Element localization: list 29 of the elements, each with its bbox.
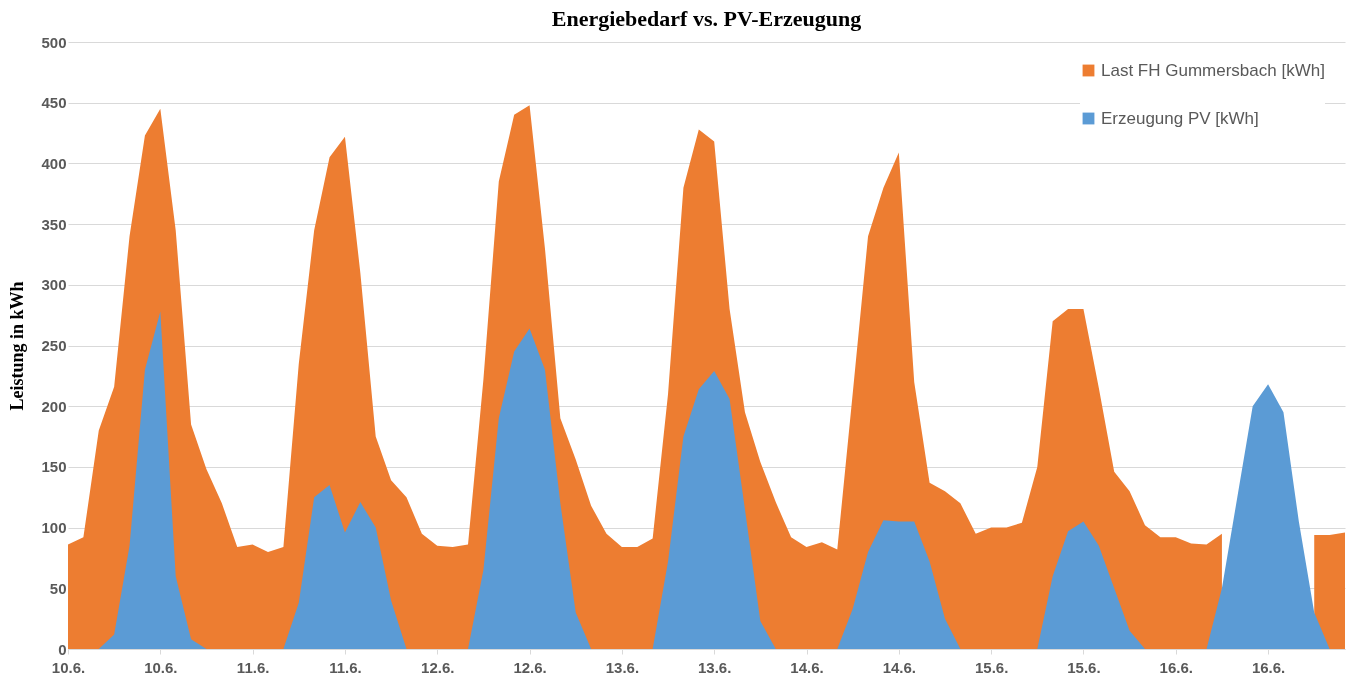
y-tick-label: 450 bbox=[41, 94, 67, 112]
y-tick-label: 150 bbox=[41, 458, 67, 476]
x-tick-label: 12.6. bbox=[421, 658, 455, 676]
x-tick-label: 10.6. bbox=[144, 658, 178, 676]
x-tick-label: 14.6. bbox=[790, 658, 824, 676]
y-tick-label: 0 bbox=[58, 640, 67, 658]
x-tick-label: 11.6. bbox=[329, 658, 362, 676]
y-tick-label: 50 bbox=[49, 579, 67, 597]
x-tick-label: 14.6. bbox=[882, 658, 917, 676]
x-tick-label: 13.6. bbox=[605, 658, 640, 676]
y-tick-label: 250 bbox=[41, 337, 67, 354]
x-tick-label: 13.6. bbox=[698, 658, 732, 676]
y-tick-label: 350 bbox=[41, 215, 67, 233]
y-tick-label: 200 bbox=[41, 397, 67, 415]
y-tick-label: 500 bbox=[41, 33, 67, 51]
y-axis-title: Leistung in kWh bbox=[7, 281, 28, 411]
x-tick-label: 16.6. bbox=[1159, 658, 1193, 676]
legend-label: Erzeugung PV [kWh] bbox=[1101, 108, 1259, 128]
x-tick-label: 15.6. bbox=[974, 658, 1009, 676]
x-tick-label: 10.6. bbox=[51, 658, 86, 676]
x-tick-label: 16.6. bbox=[1251, 658, 1286, 676]
x-tick-label: 12.6. bbox=[513, 658, 547, 676]
x-tick-label: 11.6. bbox=[236, 658, 270, 676]
y-tick-label: 300 bbox=[41, 276, 67, 294]
chart-title: Energiebedarf vs. PV-Erzeugung bbox=[551, 6, 862, 31]
x-tick-label: 15.6. bbox=[1067, 658, 1101, 676]
y-tick-label: 100 bbox=[41, 519, 67, 537]
legend-label: Last FH Gummersbach [kWh] bbox=[1101, 60, 1325, 80]
y-tick-label: 400 bbox=[41, 154, 67, 172]
